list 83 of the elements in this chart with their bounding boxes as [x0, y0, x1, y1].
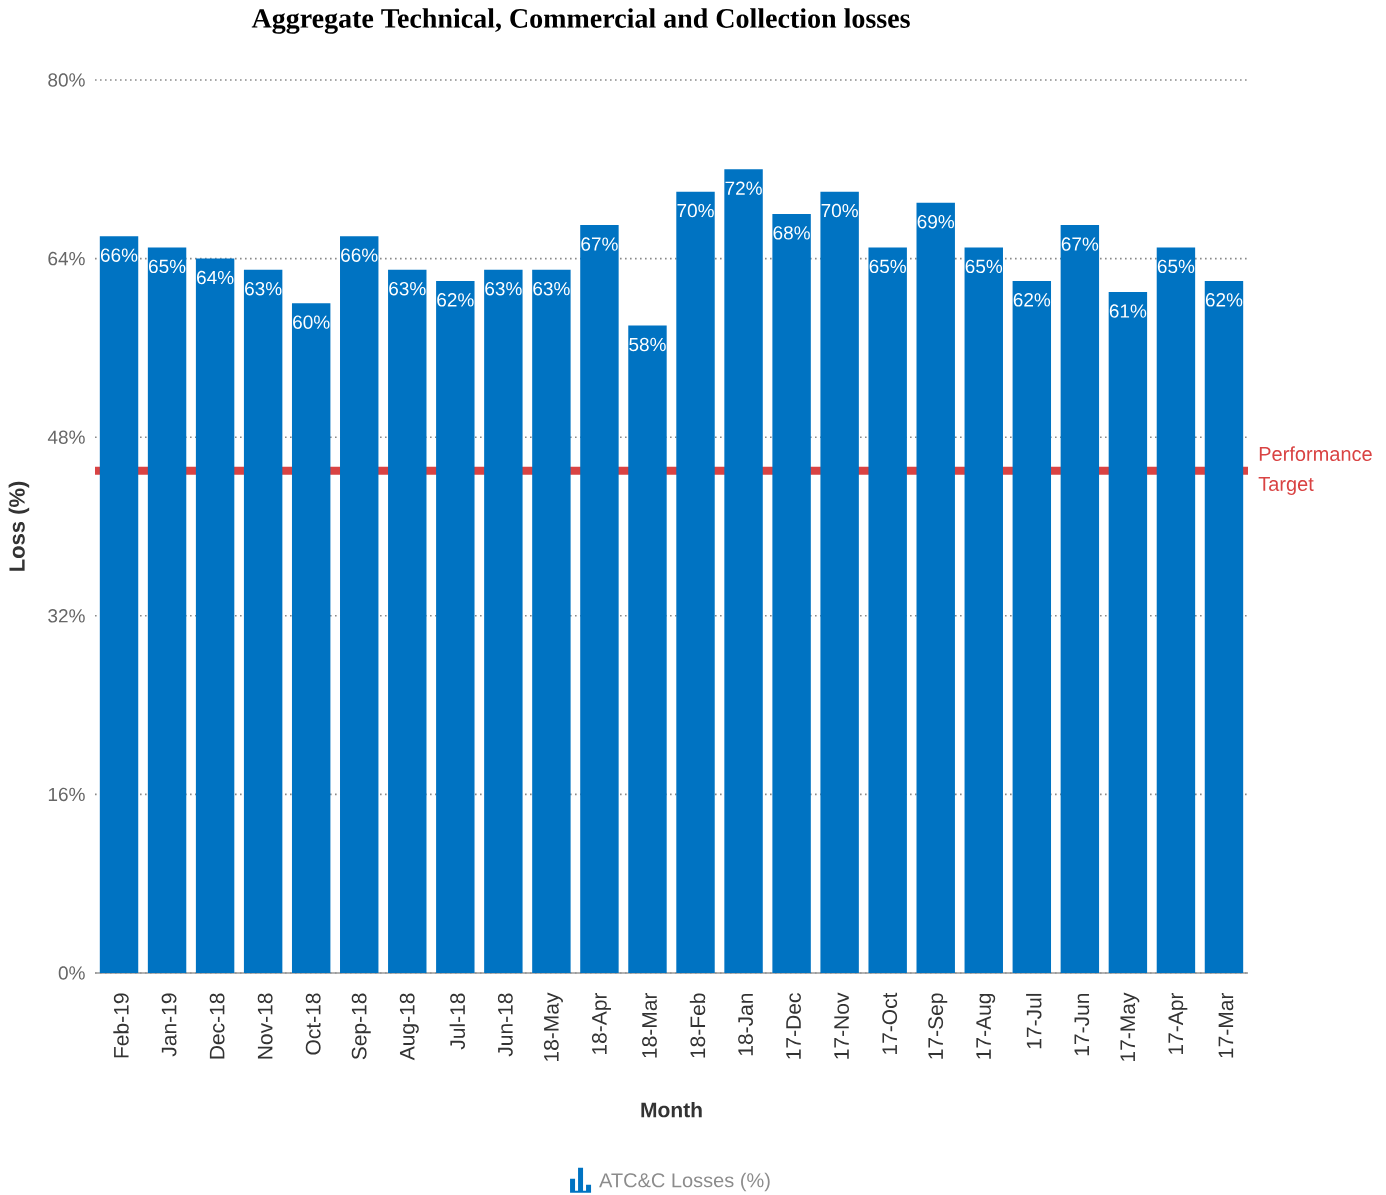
data-label: 66% — [341, 248, 378, 262]
y-tick-label: 48% — [47, 430, 85, 444]
data-label: 70% — [677, 203, 714, 218]
data-label: 65% — [1157, 259, 1195, 274]
bar — [532, 269, 571, 973]
x-tick-label: 17-Sep — [928, 993, 948, 1059]
bar — [772, 213, 811, 973]
bar — [1012, 280, 1052, 973]
bar — [1060, 225, 1100, 973]
bar — [291, 303, 331, 973]
bar — [580, 225, 619, 973]
bar — [820, 191, 859, 973]
x-axis-title: Month — [641, 1101, 702, 1118]
data-label: 72% — [725, 181, 762, 195]
x-tick-label: 18-Jan — [738, 993, 753, 1056]
x-tick-label: 17-Aug — [976, 993, 996, 1059]
data-label: 68% — [773, 226, 810, 240]
data-label: 61% — [1109, 304, 1147, 318]
x-tick-label: 18-Mar — [642, 992, 657, 1058]
data-label: 62% — [437, 293, 474, 307]
bar — [388, 269, 427, 973]
data-label: 65% — [965, 259, 1003, 274]
bar — [676, 191, 715, 973]
data-label: 67% — [581, 237, 618, 251]
y-tick-label: 0% — [58, 966, 85, 980]
bar — [243, 269, 283, 973]
data-label: 58% — [629, 337, 666, 352]
y-axis-title: Loss (%) — [8, 481, 30, 571]
y-tick-label: 64% — [48, 251, 85, 266]
y-tick-label: 32% — [48, 609, 85, 623]
data-label: 69% — [917, 214, 955, 229]
data-label: 63% — [389, 281, 426, 296]
x-tick-label: 17-Apr — [1168, 992, 1188, 1054]
bar — [964, 247, 1003, 973]
data-label: 63% — [533, 281, 570, 296]
x-tick-label: 17-May — [1120, 992, 1140, 1061]
data-label: 64% — [197, 270, 234, 285]
x-tick-label: Dec-18 — [209, 993, 225, 1059]
x-tick-label: Feb-19 — [113, 993, 129, 1058]
data-label: 65% — [149, 259, 186, 274]
bar — [1156, 247, 1196, 973]
x-tick-label: Jul-18 — [449, 993, 466, 1050]
bar — [99, 236, 139, 973]
y-tick-label: 16% — [48, 787, 85, 802]
data-label: 66% — [100, 248, 138, 262]
x-tick-label: 17-Nov — [834, 992, 849, 1059]
x-tick-label: 17-Jun — [1074, 993, 1090, 1056]
bar — [484, 269, 523, 973]
x-tick-label: Nov-18 — [257, 993, 273, 1059]
bar — [724, 169, 763, 973]
x-tick-label: 17-Jul — [1026, 993, 1042, 1049]
bar — [868, 247, 907, 973]
x-tick-label: 17-Oct — [882, 992, 898, 1054]
x-tick-label: Aug-18 — [399, 993, 419, 1061]
data-label: 70% — [821, 203, 858, 218]
data-label: 63% — [485, 281, 522, 296]
x-tick-label: 17-Dec — [786, 993, 801, 1059]
legend-label: ATC&C Losses (%) — [599, 1172, 770, 1192]
x-tick-label: 18-Apr — [591, 992, 611, 1054]
chart-title: Aggregate Technical, Commercial and Collection losses — [251, 8, 910, 34]
x-tick-label: 18-May — [543, 992, 563, 1061]
bar — [147, 247, 187, 973]
x-tick-label: 17-Mar — [1218, 992, 1234, 1058]
bar — [195, 258, 235, 973]
x-tick-label: Jan-19 — [161, 993, 177, 1057]
x-tick-label: Jun-18 — [497, 993, 513, 1057]
bar — [628, 325, 667, 973]
data-label: 60% — [293, 315, 330, 329]
data-label: 62% — [1205, 293, 1243, 307]
data-label: 65% — [869, 259, 907, 274]
bar — [340, 236, 379, 973]
y-tick-label: 80% — [48, 73, 85, 87]
data-label: 67% — [1061, 237, 1099, 251]
bar — [1108, 292, 1148, 973]
x-tick-label: 18-Feb — [689, 993, 706, 1058]
bar — [1204, 280, 1244, 973]
x-tick-label: Oct-18 — [305, 993, 321, 1055]
bar — [916, 202, 955, 973]
data-label: 62% — [1013, 293, 1051, 307]
ref-line-label: Performance Target — [1258, 446, 1372, 496]
bar — [436, 280, 475, 973]
x-tick-label: Sep-18 — [351, 993, 371, 1060]
data-label: 63% — [245, 281, 282, 296]
